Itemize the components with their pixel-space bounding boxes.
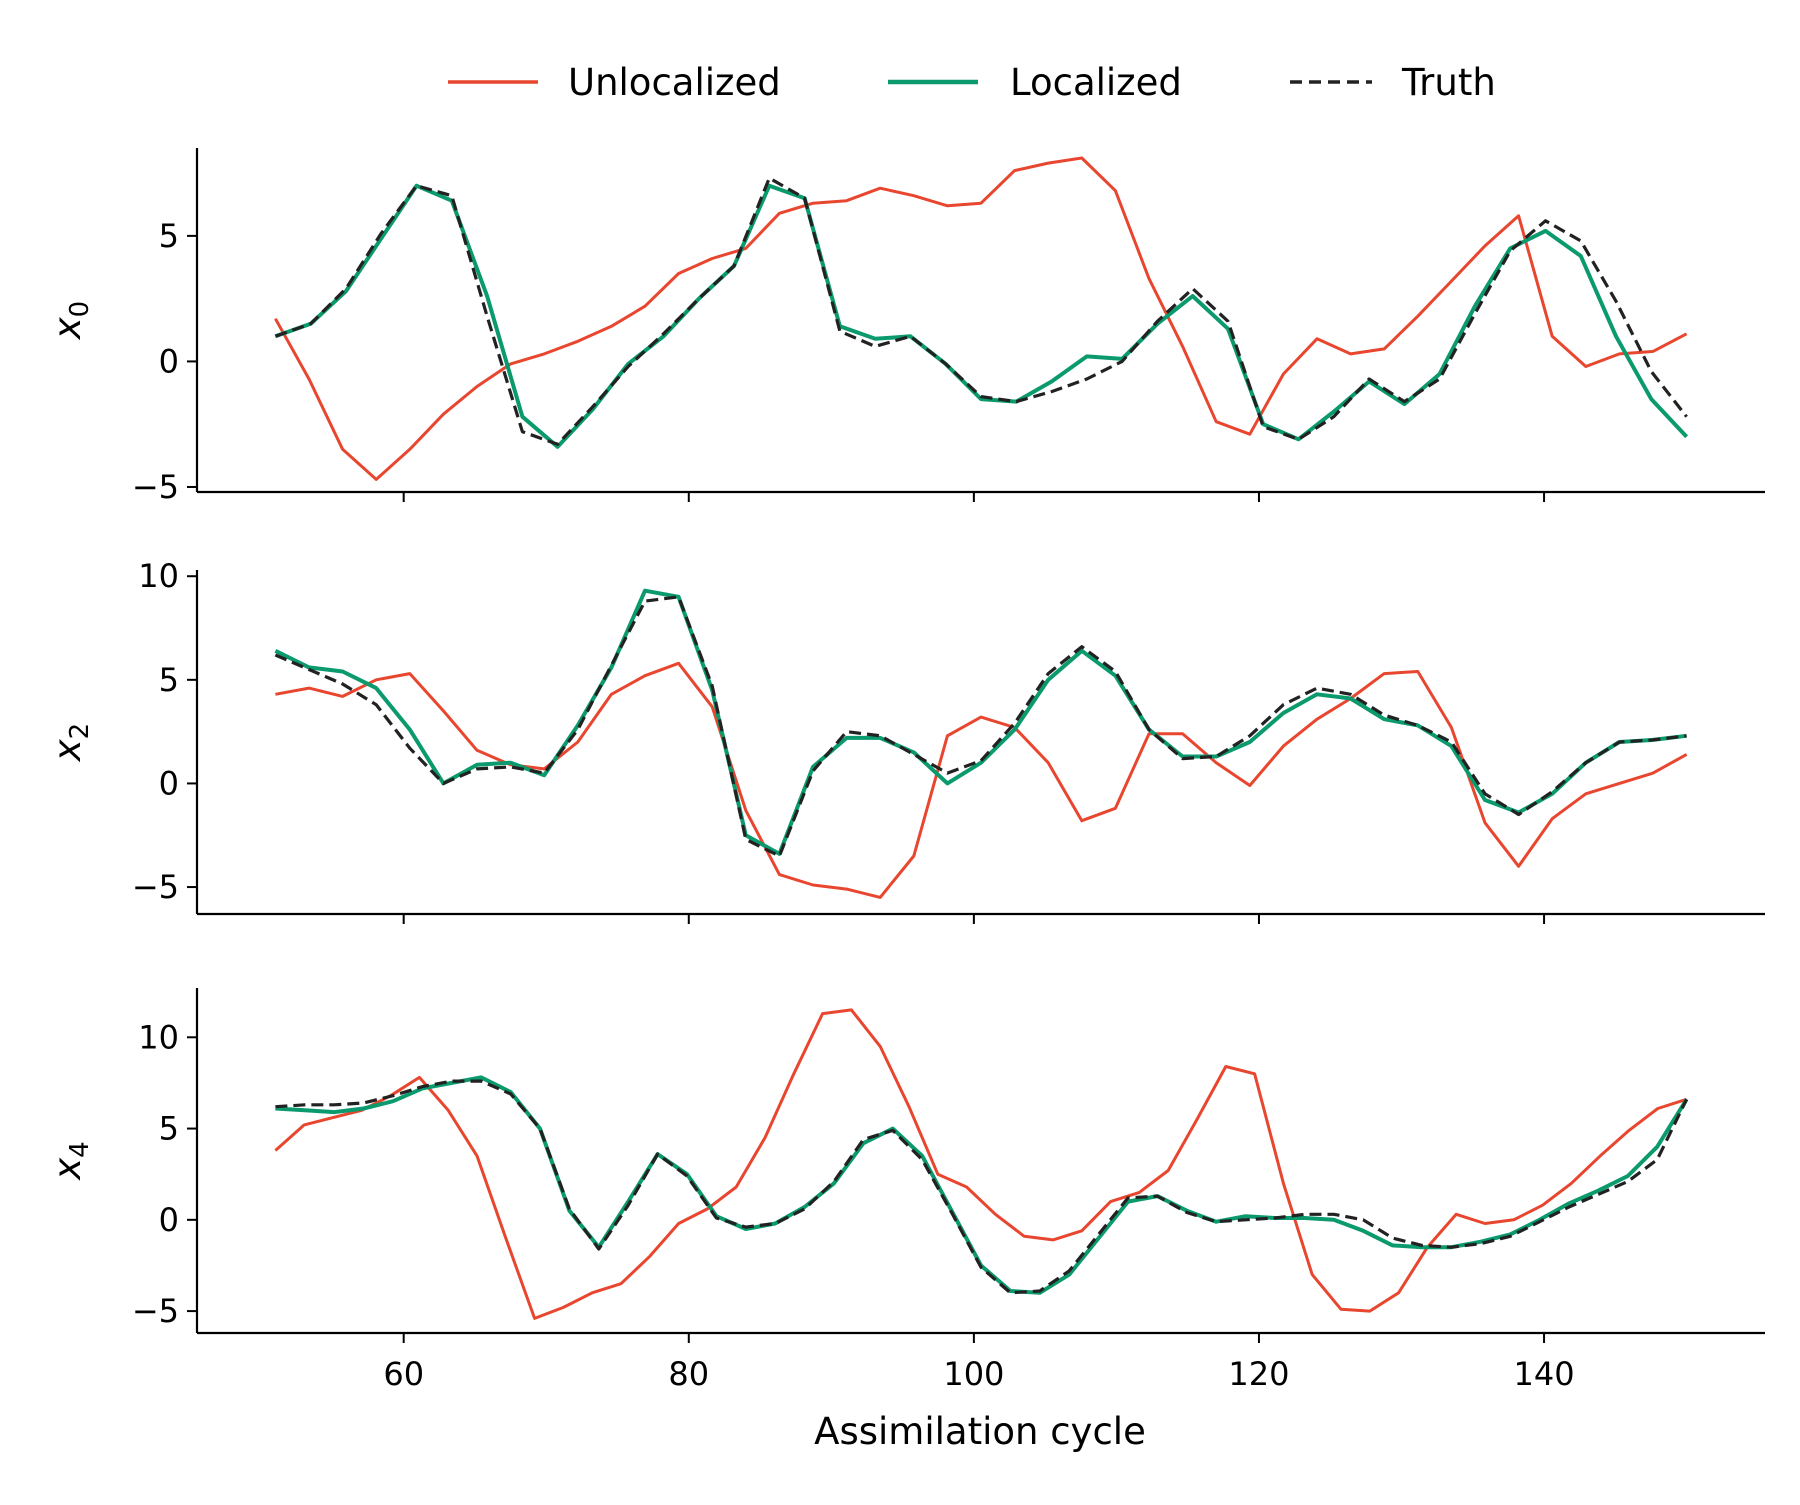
y-tick-label: 0: [159, 764, 179, 802]
y-tick-label: −5: [132, 1292, 179, 1330]
x-tick-label: 60: [383, 1355, 424, 1393]
y-tick-label: 0: [159, 342, 179, 380]
y-tick-label: 0: [159, 1201, 179, 1239]
series-line-unlocalized: [274, 1008, 1688, 1320]
panel-2: −5 0 5 10 60 80 100 120 140 x4: [46, 988, 1765, 1393]
y-tick-label: 5: [159, 1110, 179, 1148]
y-tick-label: −5: [132, 868, 179, 906]
x-tick-label: 120: [1228, 1355, 1289, 1393]
series-line-localized: [274, 588, 1687, 856]
series-line-localized: [274, 183, 1689, 449]
y-tick-label: 10: [138, 1018, 179, 1056]
y-tick-label: 5: [159, 217, 179, 255]
x-axis-title: Assimilation cycle: [814, 1410, 1146, 1453]
panels: −5 0 5 x0 −5 0 5 10 x2 −5 0 5 10 60 80 100 120 140 x4: [46, 148, 1765, 1393]
y-tick-label: 5: [159, 661, 179, 699]
legend-label-localized: Localized: [1010, 61, 1182, 104]
series-line-truth: [275, 1079, 1689, 1295]
panel-1: −5 0 5 10 x2: [46, 557, 1765, 924]
legend-label-truth: Truth: [1401, 61, 1496, 104]
x-tick-label: 80: [668, 1355, 709, 1393]
legend: Unlocalized Localized Truth: [448, 61, 1496, 104]
legend-label-unlocalized: Unlocalized: [568, 61, 781, 104]
y-axis-title: x0: [46, 301, 95, 340]
panel-0: −5 0 5 x0: [46, 148, 1765, 506]
y-tick-label: −5: [132, 468, 179, 506]
y-axis-title: x2: [46, 723, 95, 762]
series-line-truth: [274, 176, 1688, 446]
x-tick-label: 100: [943, 1355, 1004, 1393]
series-line-unlocalized: [274, 156, 1688, 481]
y-tick-label: 10: [138, 557, 179, 595]
series-line-truth: [274, 595, 1687, 858]
y-axis-title: x4: [46, 1141, 95, 1180]
x-tick-label: 140: [1514, 1355, 1575, 1393]
